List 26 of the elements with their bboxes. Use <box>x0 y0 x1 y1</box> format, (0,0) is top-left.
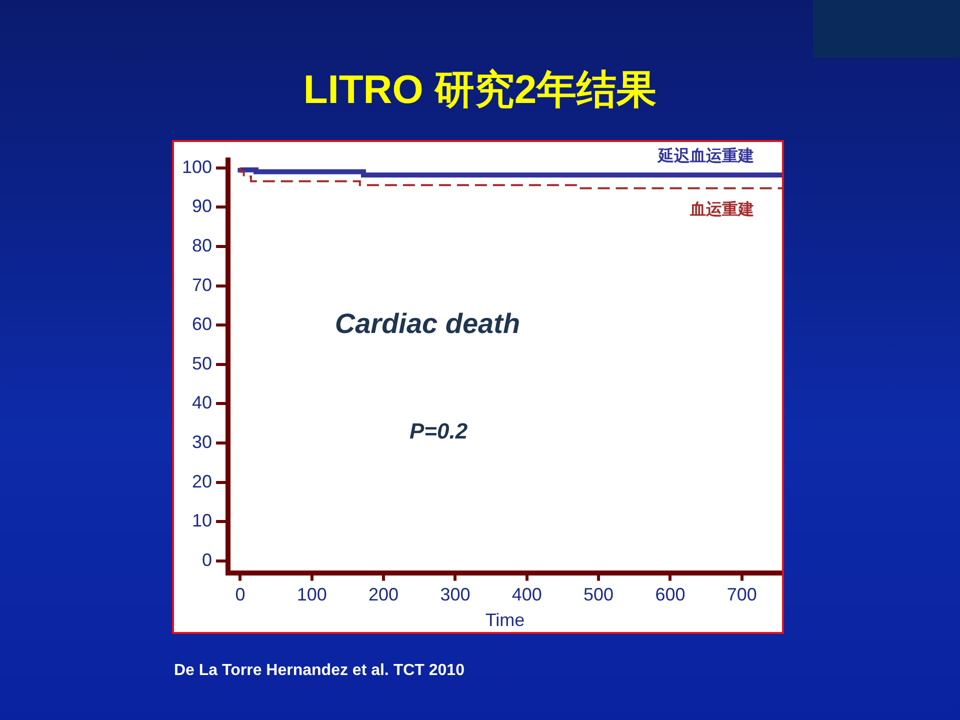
y-tick-label: 90 <box>192 196 212 216</box>
annotation: P=0.2 <box>409 418 468 444</box>
series-label: 延迟血运重建 <box>657 146 754 166</box>
x-tick-label: 400 <box>512 584 542 605</box>
y-tick-label: 50 <box>192 353 212 374</box>
y-tick-label: 100 <box>182 156 212 177</box>
annotation: Cardiac death <box>334 308 520 339</box>
x-tick-label: 300 <box>440 584 470 605</box>
y-tick-label: 40 <box>192 392 212 413</box>
y-tick-label: 30 <box>192 432 212 452</box>
x-tick-label: 500 <box>584 584 614 605</box>
chart-title: LITRO 研究2年结果 <box>302 67 658 114</box>
x-tick-label: 600 <box>655 584 686 605</box>
y-tick-label: 10 <box>192 510 212 531</box>
x-tick-label: 200 <box>368 584 399 605</box>
x-tick-label: 100 <box>296 584 327 605</box>
y-tick-label: 70 <box>192 274 212 295</box>
y-tick-label: 20 <box>192 471 212 492</box>
x-axis-title: Time <box>485 610 525 630</box>
y-tick-label: 60 <box>192 314 212 334</box>
text: De La Torre Hernandez et al. TCT 2010 <box>174 662 464 680</box>
x-tick-label: 700 <box>726 584 757 605</box>
x-tick-label: 0 <box>235 584 246 605</box>
y-tick-label: 80 <box>192 235 212 256</box>
series-label: 血运重建 <box>689 199 754 218</box>
y-tick-label: 0 <box>202 550 212 570</box>
